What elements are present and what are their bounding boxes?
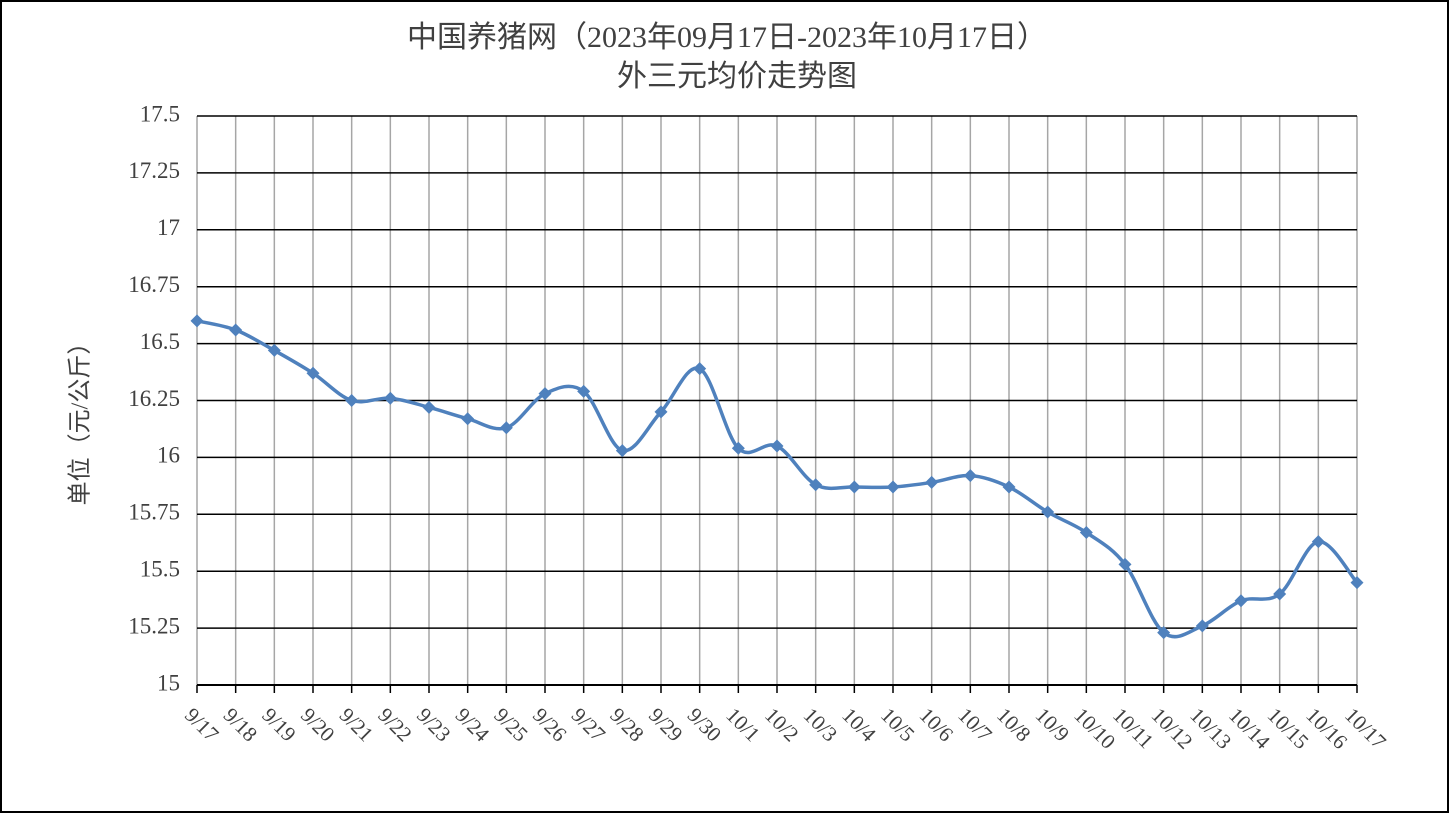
y-tick-label: 15.25 <box>128 613 180 638</box>
point-marker <box>345 394 359 407</box>
point-marker <box>925 475 939 489</box>
chart-subtitle: 外三元均价走势图 <box>617 60 857 93</box>
point-marker <box>1002 480 1016 494</box>
point-marker <box>190 314 204 328</box>
point-marker <box>1234 594 1248 608</box>
y-tick-label: 15.75 <box>128 500 180 525</box>
y-tick-label: 17 <box>157 215 180 240</box>
point-marker <box>306 366 320 380</box>
y-tick-label: 17.5 <box>140 101 180 126</box>
point-marker <box>1041 505 1055 519</box>
point-marker <box>770 439 784 453</box>
y-tick-label: 16 <box>157 443 180 468</box>
chart-title: 中国养猪网（2023年09月17日-2023年10月17日） <box>407 21 1047 54</box>
point-marker <box>1079 526 1093 540</box>
point-marker <box>1195 619 1209 633</box>
point-marker <box>693 362 707 376</box>
y-tick-label: 16.5 <box>140 329 180 354</box>
point-marker <box>1118 557 1132 571</box>
y-axis-label: 单位（元/公斤） <box>67 331 94 506</box>
point-marker <box>1273 587 1287 601</box>
point-marker <box>886 480 900 494</box>
point-marker <box>1311 535 1325 549</box>
y-tick-label: 15.5 <box>140 556 180 581</box>
point-marker <box>731 441 745 455</box>
point-marker <box>461 412 475 426</box>
point-marker <box>654 405 668 419</box>
point-marker <box>963 469 977 483</box>
y-tick-label: 17.25 <box>128 158 180 183</box>
y-tick-label: 16.25 <box>128 386 180 411</box>
point-marker <box>267 343 281 357</box>
point-marker <box>422 400 436 414</box>
point-marker <box>538 387 552 401</box>
point-marker <box>383 391 397 405</box>
point-marker <box>499 421 513 435</box>
point-marker <box>615 444 629 458</box>
point-marker <box>809 478 823 492</box>
point-marker <box>229 323 243 337</box>
y-tick-label: 16.75 <box>128 272 180 297</box>
point-marker <box>1350 576 1364 590</box>
point-marker <box>577 384 591 398</box>
point-marker <box>1157 626 1171 640</box>
point-marker <box>847 480 861 494</box>
y-tick-label: 15 <box>157 670 180 695</box>
